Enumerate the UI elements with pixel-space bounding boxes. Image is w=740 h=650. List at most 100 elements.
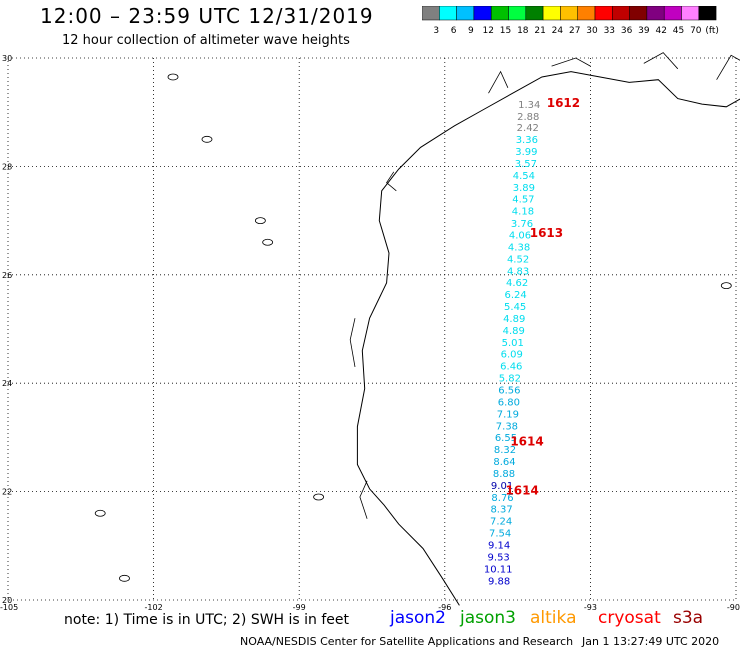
wave-height-label: 6.46 — [500, 362, 522, 373]
generated-timestamp: Jan 1 13:27:49 UTC 2020 — [582, 635, 720, 648]
longitude-tick-label: -96 — [438, 603, 451, 612]
graticule — [8, 58, 736, 600]
wave-height-label: 3.57 — [515, 159, 537, 170]
colorbar-tick-label: 15 — [500, 26, 511, 36]
wave-height-label: 9.01 — [491, 481, 513, 492]
colorbar-tick-label: 33 — [604, 26, 615, 36]
coastal-inlet — [551, 57, 591, 67]
wave-height-label: 10.11 — [484, 564, 513, 575]
wave-height-label: 7.19 — [497, 409, 519, 420]
colorbar-swatch — [698, 6, 717, 21]
wave-height-label: 2.88 — [517, 112, 539, 123]
wave-height-track: 1.342.882.423.363.993.574.543.894.574.18… — [484, 100, 541, 587]
wave-height-label: 3.89 — [513, 183, 535, 194]
wave-height-label: 3.76 — [511, 219, 533, 230]
map-frame — [7, 57, 737, 601]
wave-height-label: 6.80 — [498, 397, 520, 408]
colorbar-tick-label: 24 — [552, 26, 564, 36]
mission-label-s3a: s3a — [673, 608, 704, 628]
pass-number-label: 1614 — [510, 435, 543, 449]
coastal-inlet — [386, 171, 397, 192]
wave-height-label: 4.38 — [508, 242, 530, 253]
colorbar-tick-label: 18 — [517, 26, 529, 36]
coastline — [356, 71, 740, 606]
longitude-tick-label: -99 — [293, 603, 306, 612]
wave-height-label: 8.37 — [490, 505, 512, 516]
inland-lake — [94, 509, 106, 517]
wave-height-label: 3.36 — [516, 135, 538, 146]
wave-height-label: 7.38 — [496, 421, 518, 432]
wave-height-label: 5.82 — [499, 374, 521, 385]
pass-number-label: 1613 — [530, 226, 563, 240]
mission-label-altika: altika — [530, 608, 577, 628]
wave-height-label: 4.06 — [509, 230, 531, 241]
wave-height-label: 6.24 — [505, 290, 527, 301]
colorbar-tick-label: 45 — [673, 26, 684, 36]
wave-height-label: 4.89 — [503, 314, 525, 325]
colorbar-tick-label: 27 — [569, 26, 580, 36]
wave-height-label: 8.88 — [493, 469, 515, 480]
footer-note: note: 1) Time is in UTC; 2) SWH is in fe… — [64, 612, 350, 628]
wave-height-label: 8.76 — [491, 493, 513, 504]
inland-lake — [201, 135, 213, 143]
pass-number-label: 1612 — [547, 96, 580, 110]
credit-text: NOAA/NESDIS Center for Satellite Applica… — [240, 635, 574, 648]
wave-height-label: 9.88 — [488, 576, 510, 587]
colorbar-tick-label: 6 — [451, 26, 457, 36]
longitude-tick-label: -102 — [145, 603, 163, 612]
wave-height-label: 6.55 — [495, 433, 517, 444]
colorbar-tick-label: 21 — [534, 26, 545, 36]
latitude-tick-label: 20 — [2, 596, 12, 605]
page-title: 12:00 – 23:59 UTC 12/31/2019 — [40, 4, 374, 28]
mission-label-jason2: jason2 — [390, 608, 446, 628]
mission-label-cryosat: cryosat — [598, 608, 661, 628]
colorbar-tick-label: 3 — [433, 26, 439, 36]
wave-height-label: 7.54 — [489, 529, 511, 540]
longitude-tick-label: -90 — [727, 603, 740, 612]
inland-lake — [720, 282, 732, 290]
wave-height-label: 4.62 — [506, 278, 528, 289]
wave-height-label: 8.64 — [493, 457, 515, 468]
colorbar-tick-label: 30 — [586, 26, 598, 36]
wave-height-colorbar: 3 6 9 12 15 18 21 24 27 30 33 36 39 42 45 70 (ft) — [422, 6, 719, 36]
inland-lake — [167, 73, 179, 81]
longitude-tick-label: -105 — [0, 603, 18, 612]
wave-height-label: 3.99 — [515, 147, 537, 158]
inland-lake — [254, 217, 266, 225]
page-subtitle: 12 hour collection of altimeter wave hei… — [62, 33, 350, 48]
wave-height-label: 8.32 — [494, 445, 516, 456]
latitude-tick-label: 24 — [2, 379, 12, 388]
latitude-tick-label: 28 — [2, 162, 12, 171]
colorbar-tick-label: 70 — [690, 26, 702, 36]
wave-height-label: 9.53 — [488, 552, 510, 563]
colorbar-unit: (ft) — [705, 26, 719, 36]
coastal-inlet — [488, 70, 509, 94]
wave-height-label: 6.09 — [501, 350, 523, 361]
wave-height-label: 1.34 — [518, 100, 540, 111]
coastal-inlet — [643, 52, 679, 70]
mission-label-jason3: jason3 — [460, 608, 516, 628]
colorbar-tick-label: 42 — [655, 26, 666, 36]
wave-height-label: 4.57 — [512, 195, 534, 206]
wave-height-label: 4.83 — [507, 266, 529, 277]
colorbar-tick-label: 39 — [638, 26, 650, 36]
wave-height-label: 4.52 — [507, 254, 529, 265]
wave-height-label: 5.45 — [504, 302, 526, 313]
wave-height-label: 5.01 — [502, 338, 524, 349]
latitude-tick-label: 22 — [2, 488, 12, 497]
wave-height-label: 4.89 — [503, 326, 525, 337]
longitude-tick-label: -93 — [584, 603, 597, 612]
coastal-inlet — [359, 480, 368, 519]
latitude-tick-label: 30 — [2, 54, 12, 63]
latitude-tick-label: 26 — [2, 271, 12, 280]
wave-height-label: 9.14 — [488, 541, 510, 552]
coastal-inlet — [716, 54, 740, 80]
colorbar-tick-label: 12 — [482, 26, 493, 36]
wave-height-label: 4.54 — [513, 171, 535, 182]
pass-number-label: 1614 — [505, 483, 538, 497]
colorbar-tick-label: 36 — [621, 26, 633, 36]
wave-height-label: 4.18 — [512, 207, 534, 218]
coastal-inlet — [349, 318, 356, 367]
